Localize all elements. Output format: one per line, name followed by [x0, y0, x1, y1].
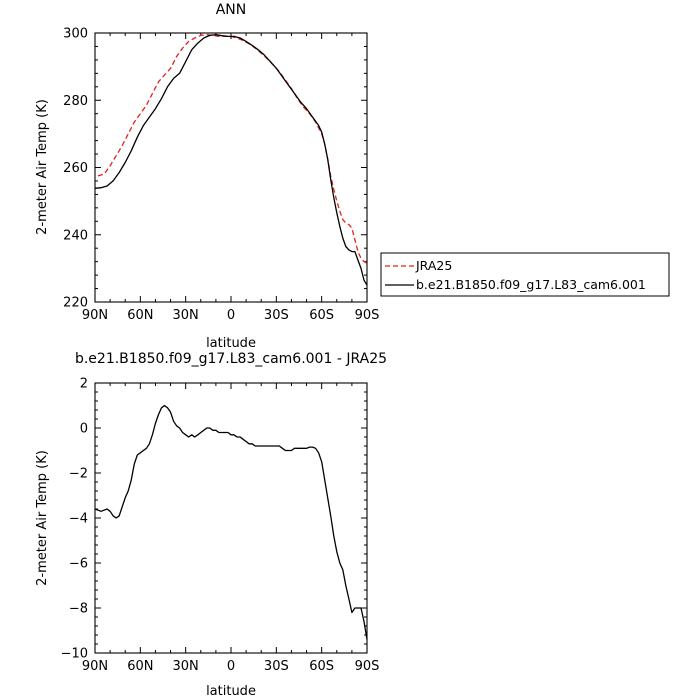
top-x-tick-label: 60N: [127, 308, 153, 323]
top-series-line-0: [97, 34, 368, 264]
top-x-tick-label: 90S: [355, 308, 380, 323]
top-x-tick-label: 30N: [173, 308, 199, 323]
top-y-tick-label: 280: [63, 94, 88, 109]
bottom-x-tick-label: 30N: [173, 659, 199, 674]
legend: JRA25 b.e21.B1850.f09_g17.L83_cam6.001: [380, 252, 670, 297]
top-y-tick-label: 300: [63, 27, 88, 42]
bottom-x-tick-label: 90S: [355, 659, 380, 674]
bottom-panel: b.e21.B1850.f09_g17.L83_cam6.001 - JRA25…: [35, 351, 387, 699]
bottom-y-tick-label: −6: [69, 557, 88, 572]
bottom-plot-frame: [94, 382, 368, 654]
bottom-y-tick-label: −2: [69, 467, 88, 482]
bottom-axes: [94, 382, 368, 654]
bottom-y-tick-label: −8: [69, 602, 88, 617]
bottom-x-tick-label: 90N: [82, 659, 108, 674]
bottom-series-line-0: [94, 404, 368, 640]
bottom-x-tick-label: 0: [227, 659, 235, 674]
bottom-x-axis-label: latitude: [206, 684, 256, 699]
legend-label-jra25: JRA25: [415, 258, 452, 273]
bottom-x-tick-label: 60N: [127, 659, 153, 674]
top-axes: [94, 32, 368, 303]
top-chart-title: ANN: [216, 2, 247, 18]
top-x-tick-label: 0: [227, 308, 235, 323]
bottom-x-tick-label: 30S: [264, 659, 289, 674]
bottom-y-axis-label: 2-meter Air Temp (K): [35, 450, 50, 586]
bottom-series: [94, 404, 368, 640]
top-plot-frame: [94, 32, 368, 303]
top-x-tick-label: 30S: [264, 308, 289, 323]
bottom-y-tick-label: 2: [80, 377, 88, 392]
bottom-y-tick-label: 0: [80, 422, 88, 437]
legend-box: [380, 252, 670, 297]
bottom-chart-title: b.e21.B1850.f09_g17.L83_cam6.001 - JRA25: [75, 351, 387, 367]
top-y-tick-label: 260: [63, 161, 88, 176]
top-tick-labels: 90N 60N 30N 0 30S 60S 90S 220 240 260 280 300: [63, 27, 379, 324]
top-series: [94, 34, 368, 286]
bottom-y-tick-label: −10: [61, 647, 88, 662]
bottom-x-tick-label: 60S: [309, 659, 334, 674]
top-x-tick-label: 90N: [82, 308, 108, 323]
top-x-axis-label: latitude: [206, 336, 256, 351]
bottom-tick-labels: 90N 60N 30N 0 30S 60S 90S −10 −8 −6 −4 −2 0 2: [61, 377, 380, 675]
top-x-tick-label: 60S: [309, 308, 334, 323]
top-y-axis-label: 2-meter Air Temp (K): [35, 99, 50, 235]
top-panel: ANN 2-meter Air Temp (K) latitude 90N 60N…: [35, 2, 379, 351]
top-series-line-1: [94, 34, 368, 286]
bottom-y-tick-label: −4: [69, 512, 88, 527]
top-y-tick-label: 220: [63, 296, 88, 311]
legend-label-model: b.e21.B1850.f09_g17.L83_cam6.001: [416, 277, 646, 292]
top-y-tick-label: 240: [63, 228, 88, 243]
